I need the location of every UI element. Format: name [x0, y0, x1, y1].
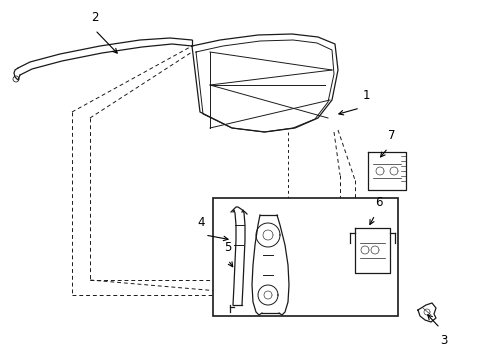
Text: 2: 2: [91, 11, 99, 24]
Text: 1: 1: [362, 89, 369, 102]
Text: 4: 4: [197, 216, 204, 229]
Text: 3: 3: [439, 334, 447, 347]
Text: 7: 7: [387, 129, 395, 142]
Bar: [213, 198, 397, 316]
Text: 5: 5: [224, 241, 231, 254]
Text: 6: 6: [374, 196, 382, 209]
